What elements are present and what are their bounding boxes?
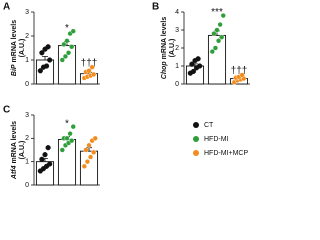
gene-name: Atf4 <box>11 165 18 180</box>
data-point <box>39 156 45 162</box>
data-point <box>212 45 219 51</box>
data-point <box>45 145 51 151</box>
data-point <box>87 154 94 160</box>
data-point <box>39 50 45 56</box>
data-point <box>45 44 51 50</box>
y-tick-label: 3 <box>25 112 29 119</box>
panel-label: A <box>3 2 10 13</box>
data-point <box>81 163 87 169</box>
significance-label: ††† <box>231 66 248 77</box>
y-tick-label: 0 <box>25 81 29 88</box>
data-point <box>64 38 70 44</box>
data-point <box>189 61 195 67</box>
data-point <box>47 161 53 167</box>
data-point <box>69 44 75 50</box>
data-point <box>91 71 97 78</box>
y-tick-label: 3 <box>25 9 29 16</box>
y-tick-label: 4 <box>175 9 179 16</box>
y-tick-label: 2 <box>175 45 179 52</box>
data-point <box>64 135 70 141</box>
data-point <box>86 142 92 148</box>
data-point <box>67 131 73 137</box>
data-point <box>92 135 98 141</box>
data-point <box>37 68 43 74</box>
legend-swatch <box>193 122 199 128</box>
y-label-text: mRNA levels <box>11 20 18 63</box>
y-tick-label: 2 <box>25 33 29 40</box>
data-point <box>209 48 215 55</box>
significance-label: * <box>65 23 69 34</box>
y-tick-label: 1 <box>25 57 29 64</box>
y-axis-unit: (A.U.) <box>19 39 26 58</box>
significance-label: ††† <box>81 58 98 69</box>
data-point <box>62 53 69 60</box>
data-point <box>43 63 50 69</box>
gene-name: Chop <box>161 61 168 80</box>
y-label-text: mRNA levels <box>11 121 18 164</box>
significance-label: *** <box>211 7 223 18</box>
legend-swatch <box>193 150 199 156</box>
error-bar <box>42 56 48 60</box>
data-point <box>59 147 65 153</box>
data-point <box>190 68 197 75</box>
data-point <box>65 50 72 56</box>
y-tick-label: 2 <box>25 135 29 142</box>
legend-swatch <box>193 136 199 142</box>
data-point <box>86 68 92 74</box>
data-point <box>215 38 222 44</box>
data-point <box>83 147 89 153</box>
data-point <box>89 64 95 70</box>
data-point <box>195 56 201 62</box>
significance-label: * <box>65 118 69 129</box>
data-point <box>239 72 245 78</box>
data-point <box>59 57 65 63</box>
panel-label: C <box>3 105 10 116</box>
data-point <box>220 13 226 19</box>
y-tick-label: 0 <box>25 182 29 189</box>
data-point <box>219 34 225 40</box>
y-tick-label: 3 <box>175 27 179 34</box>
y-axis-label: ChopmRNA levels <box>161 17 168 80</box>
data-point <box>211 30 217 37</box>
legend-label: HFD-MI <box>204 136 229 143</box>
data-point <box>70 28 76 34</box>
data-point <box>70 124 76 130</box>
data-point <box>217 22 223 28</box>
legend-label: HFD-MI+MCP <box>204 150 248 157</box>
y-tick-label: 1 <box>175 63 179 70</box>
data-point <box>91 149 97 155</box>
y-axis-label: BiPmRNA levels <box>11 20 18 76</box>
y-axis-label: Atf4mRNA levels <box>11 121 18 180</box>
data-point <box>197 63 203 69</box>
data-point <box>42 152 48 158</box>
data-point <box>69 138 75 144</box>
gene-name: BiP <box>11 64 18 76</box>
data-point <box>61 41 67 48</box>
y-tick-label: 0 <box>175 81 179 88</box>
data-point <box>47 57 53 63</box>
y-axis-unit: (A.U.) <box>169 39 176 58</box>
y-axis-unit: (A.U.) <box>19 141 26 160</box>
y-label-text: mRNA levels <box>161 17 168 60</box>
panel-label: B <box>152 2 159 13</box>
data-point <box>214 27 220 33</box>
data-point <box>84 159 91 165</box>
y-tick-label: 1 <box>25 159 29 166</box>
legend-label: CT <box>204 122 214 129</box>
